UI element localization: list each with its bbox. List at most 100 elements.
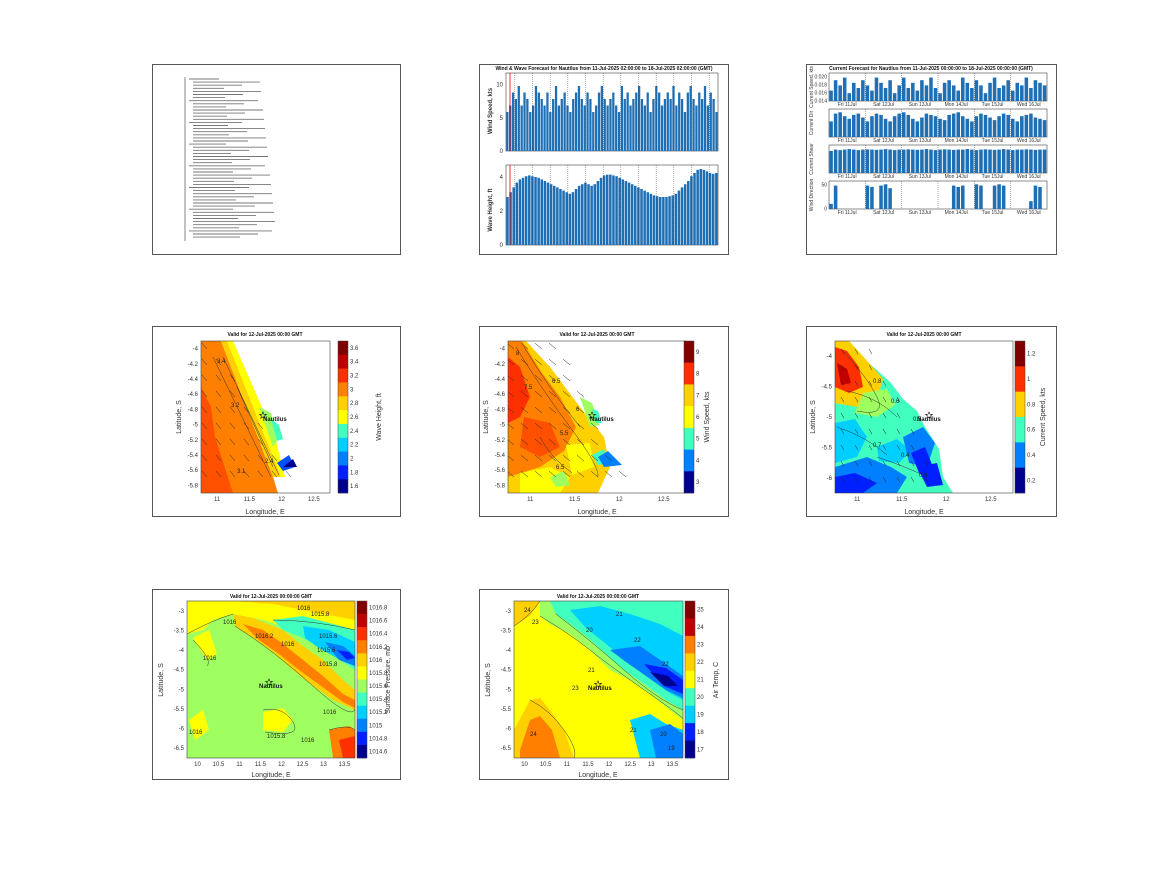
- current-contour-label: 0.6: [891, 399, 900, 405]
- wave-bar: [581, 184, 584, 245]
- wind-bar: [583, 105, 586, 151]
- text-report: [184, 77, 275, 241]
- direction-arrow-icon: [257, 454, 264, 462]
- direction-arrow-icon: [229, 406, 236, 414]
- current-bar: [1038, 149, 1042, 173]
- current-bar: [842, 149, 847, 173]
- direction-arrow-icon: [882, 396, 887, 403]
- direction-arrow-icon: [201, 454, 208, 462]
- wave-bar: [602, 175, 606, 245]
- direction-arrow-icon: [854, 444, 859, 451]
- wave-colorbar-segment: [338, 341, 348, 356]
- direction-arrow-icon: [618, 471, 627, 478]
- direction-arrow-icon: [868, 364, 873, 371]
- wind-bar: [695, 105, 698, 151]
- direction-arrow-icon: [896, 444, 901, 451]
- wind-bar: [683, 112, 687, 151]
- wind-bar: [514, 99, 518, 151]
- current-bar: [947, 80, 951, 101]
- wave-bar: [683, 184, 687, 245]
- direction-arrow-icon: [520, 439, 529, 446]
- wave-bar: [599, 177, 603, 245]
- wave-ytick-label: -4.8: [188, 407, 199, 413]
- current-day-label: Mon 14Jul: [945, 174, 968, 180]
- wind-bar: [692, 99, 695, 151]
- wind-bar: [517, 86, 520, 151]
- current-colorbar-tick-label: 0.6: [1027, 428, 1036, 434]
- temp-ytick-label: -5: [506, 687, 512, 693]
- current-day-label: Fri 11Jul: [838, 210, 857, 216]
- current-bar: [992, 185, 997, 209]
- wave-xlabel: Longitude, E: [245, 509, 285, 516]
- wind-bar: [557, 105, 561, 151]
- wind-bar: [540, 99, 543, 151]
- wave-ytick-label: -5.2: [188, 438, 199, 444]
- pressure-xtick-label: 13: [320, 762, 327, 768]
- direction-arrow-icon: [840, 348, 845, 355]
- wave-bar: [693, 173, 696, 245]
- wave-bar: [556, 187, 559, 245]
- pressure-colorbar-segment: [357, 601, 367, 615]
- current-bar: [961, 77, 965, 101]
- wave-bar: [615, 176, 618, 245]
- wind-bar: [506, 112, 509, 151]
- current-bar: [933, 116, 938, 137]
- wave-ytick-label: -5: [193, 423, 199, 429]
- wind-speed-map: Valid for 12-Jul-2025 00:00 GMT 8 7.5 6.…: [483, 332, 711, 516]
- wave-bar: [674, 193, 678, 245]
- current-bar: [829, 90, 833, 101]
- temp-xtick-label: 10: [521, 762, 528, 768]
- direction-arrow-icon: [534, 439, 543, 446]
- current-bar: [992, 120, 997, 137]
- current-day-label: Sun 13Jul: [909, 138, 931, 144]
- wave-height-ylabel: Wave Height, ft: [488, 188, 494, 231]
- wind-bar: [703, 86, 707, 151]
- wind-bar: [563, 92, 566, 151]
- wave-bar: [518, 179, 522, 245]
- current-bar: [870, 90, 874, 101]
- wave-contour-label: 3.2: [231, 403, 240, 409]
- wind-bar: [632, 99, 635, 151]
- location-label: Nautilus: [259, 684, 283, 690]
- temp-colorbar-tick-label: 23: [697, 643, 704, 649]
- wave-bar: [531, 176, 534, 245]
- direction-arrow-icon: [520, 359, 529, 366]
- pressure-xtick-label: 13.5: [339, 762, 351, 768]
- wave-bar: [537, 177, 540, 245]
- current-colorbar-tick-label: 0.2: [1027, 478, 1036, 484]
- current-bar: [906, 149, 911, 173]
- current-bar: [861, 117, 865, 137]
- current-bar: [924, 85, 929, 101]
- current-bar: [1042, 85, 1047, 101]
- wind-ytick-label: -4.8: [495, 407, 506, 413]
- current-bar: [920, 149, 924, 173]
- wave-ytick-label: 0: [500, 243, 504, 249]
- current-bar: [865, 149, 870, 173]
- current-bar: [901, 112, 906, 137]
- temp-ytick-label: -6: [506, 727, 512, 733]
- wind-ytick-label: -4.4: [495, 377, 506, 383]
- pressure-contour-label: 1016: [323, 710, 337, 716]
- direction-arrow-icon: [590, 439, 599, 446]
- temp-colorbar-tick-label: 18: [697, 730, 704, 736]
- temp-contour-label: 22: [662, 662, 669, 668]
- direction-arrow-icon: [576, 455, 585, 462]
- current-bar: [883, 184, 888, 209]
- current-bar: [988, 149, 992, 173]
- direction-arrow-icon: [868, 476, 873, 483]
- wave-bar: [565, 192, 568, 245]
- wind-bar: [640, 99, 644, 151]
- wave-bar: [515, 182, 519, 245]
- current-bar: [865, 185, 870, 209]
- wind-bar: [629, 105, 632, 151]
- current-bar: [997, 149, 1001, 173]
- direction-arrow-icon: [882, 476, 887, 483]
- wave-colorbar-tick-label: 2: [350, 456, 354, 462]
- wave-colorbar-segment: [338, 382, 348, 397]
- direction-arrow-icon: [243, 470, 250, 478]
- wind-colorbar-tick-label: 5: [696, 437, 700, 443]
- wind-colorbar-segment: [684, 406, 694, 429]
- air-temperature-map: Valid for 12-Jul-2025 00:00:00 GMT 24 23…: [485, 594, 720, 779]
- current-colorbar-segment: [1015, 391, 1025, 418]
- current-bar: [979, 85, 983, 101]
